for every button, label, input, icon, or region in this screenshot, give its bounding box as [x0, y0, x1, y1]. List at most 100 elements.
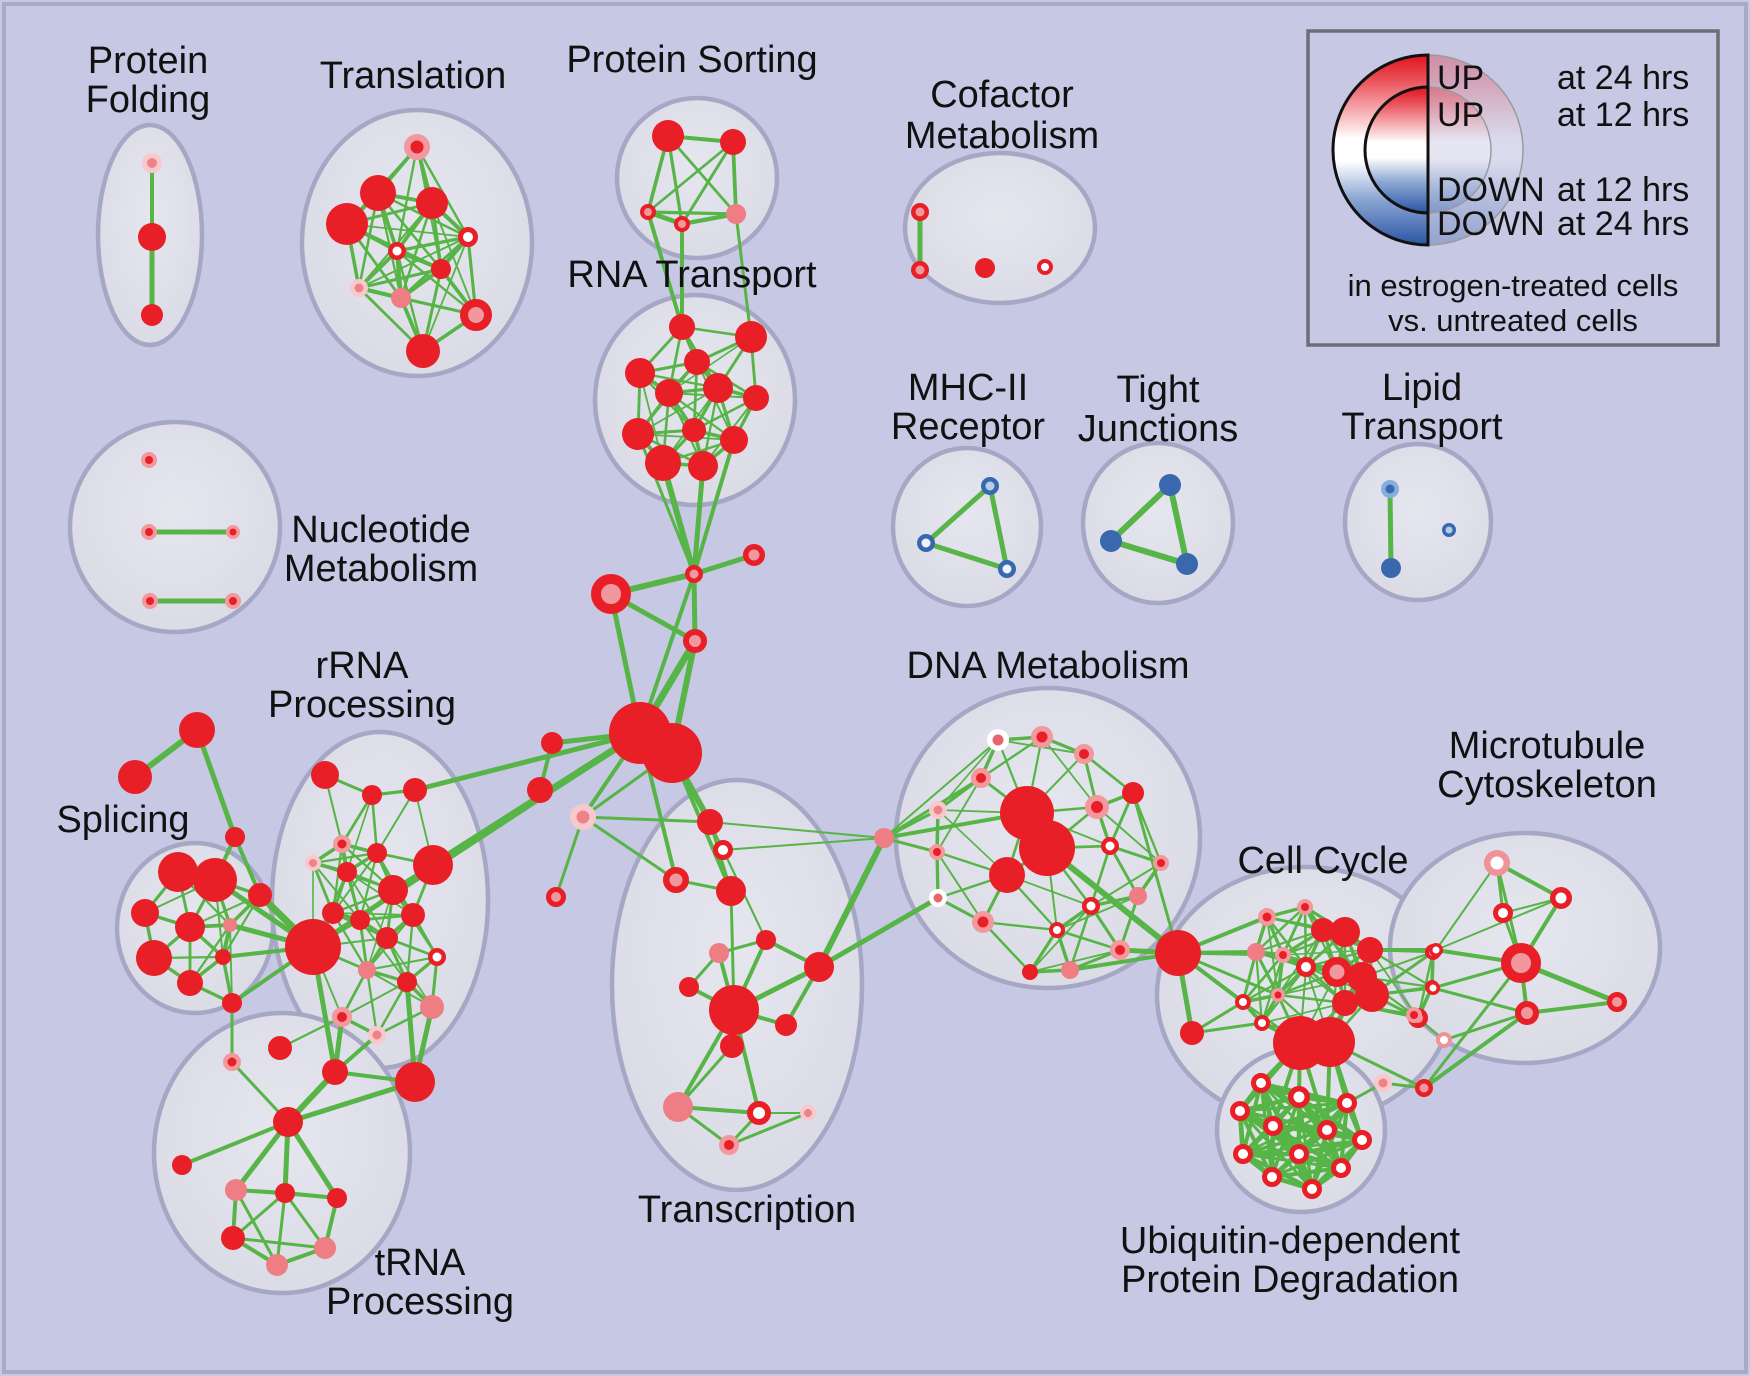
- interaction-edge[interactable]: [1241, 953, 1285, 1004]
- cross-cluster-edge[interactable]: [581, 815, 678, 882]
- gene-node[interactable]: [1297, 899, 1313, 915]
- gene-node[interactable]: [141, 524, 157, 540]
- interaction-edge[interactable]: [285, 1119, 340, 1201]
- gene-node[interactable]: [911, 261, 929, 279]
- interaction-edge[interactable]: [1241, 1128, 1329, 1156]
- interaction-edge[interactable]: [923, 483, 993, 546]
- interaction-edge[interactable]: [666, 134, 738, 216]
- gene-node[interactable]: [747, 1101, 771, 1125]
- gene-node[interactable]: [1110, 940, 1130, 960]
- interaction-edge[interactable]: [431, 202, 477, 316]
- gene-node[interactable]: [1262, 1167, 1282, 1187]
- gene-node[interactable]: [1082, 897, 1100, 915]
- interaction-edge[interactable]: [365, 968, 379, 1037]
- interaction-edge[interactable]: [1241, 965, 1308, 1004]
- interaction-edge[interactable]: [1369, 949, 1419, 1019]
- gene-node[interactable]: [989, 857, 1025, 893]
- gene-node[interactable]: [391, 288, 411, 308]
- interaction-edge[interactable]: [554, 815, 585, 899]
- interaction-edge[interactable]: [1435, 862, 1498, 951]
- gene-node[interactable]: [1153, 855, 1169, 871]
- gene-node[interactable]: [800, 1105, 816, 1121]
- gene-node[interactable]: [305, 855, 321, 871]
- gene-node[interactable]: [1493, 903, 1513, 923]
- gene-node[interactable]: [362, 785, 382, 805]
- interaction-edge[interactable]: [275, 1191, 287, 1267]
- gene-node[interactable]: [1085, 795, 1109, 819]
- gene-node[interactable]: [640, 204, 656, 220]
- interaction-edge[interactable]: [936, 851, 984, 923]
- interaction-edge[interactable]: [979, 735, 1044, 780]
- interaction-edge[interactable]: [1108, 482, 1173, 544]
- gene-node[interactable]: [337, 862, 357, 882]
- gene-node[interactable]: [663, 867, 689, 893]
- gene-node[interactable]: [1302, 1179, 1322, 1199]
- gene-node[interactable]: [378, 875, 408, 905]
- interaction-edge[interactable]: [422, 236, 469, 352]
- interaction-edge[interactable]: [1303, 905, 1308, 969]
- gene-node[interactable]: [1305, 1017, 1355, 1067]
- gene-node[interactable]: [735, 321, 767, 353]
- gene-node[interactable]: [874, 828, 894, 848]
- gene-node[interactable]: [703, 373, 733, 403]
- interaction-edge[interactable]: [1431, 986, 1529, 1015]
- gene-node[interactable]: [225, 827, 245, 847]
- gene-node[interactable]: [275, 1183, 295, 1203]
- gene-node[interactable]: [645, 445, 681, 481]
- interaction-edge[interactable]: [1281, 905, 1307, 957]
- gene-node[interactable]: [1288, 1086, 1310, 1108]
- gene-node[interactable]: [413, 845, 453, 885]
- gene-node[interactable]: [682, 418, 706, 442]
- gene-node[interactable]: [1235, 994, 1251, 1010]
- gene-node[interactable]: [1159, 474, 1181, 496]
- gene-node[interactable]: [975, 258, 995, 278]
- gene-node[interactable]: [460, 299, 492, 331]
- gene-node[interactable]: [138, 223, 166, 251]
- cross-cluster-edge[interactable]: [883, 739, 999, 839]
- gene-node[interactable]: [177, 970, 203, 996]
- gene-node[interactable]: [1074, 744, 1094, 764]
- gene-node[interactable]: [716, 876, 746, 906]
- gene-node[interactable]: [327, 1188, 347, 1208]
- gene-node[interactable]: [622, 418, 654, 450]
- interaction-edge[interactable]: [358, 236, 469, 289]
- gene-node[interactable]: [1122, 782, 1144, 804]
- gene-node[interactable]: [458, 227, 478, 247]
- gene-node[interactable]: [679, 977, 699, 997]
- gene-node[interactable]: [1019, 820, 1075, 876]
- gene-node[interactable]: [226, 525, 240, 539]
- gene-node[interactable]: [388, 242, 406, 260]
- gene-node[interactable]: [397, 972, 417, 992]
- gene-node[interactable]: [333, 835, 351, 853]
- gene-node[interactable]: [406, 334, 440, 368]
- gene-node[interactable]: [403, 778, 427, 802]
- gene-node[interactable]: [1289, 1144, 1309, 1164]
- gene-node[interactable]: [1501, 943, 1541, 983]
- gene-node[interactable]: [350, 910, 370, 930]
- gene-node[interactable]: [1426, 981, 1440, 995]
- gene-node[interactable]: [720, 426, 748, 454]
- gene-node[interactable]: [1429, 943, 1443, 957]
- interaction-edge[interactable]: [1282, 949, 1371, 956]
- interaction-edge[interactable]: [180, 1120, 290, 1167]
- gene-node[interactable]: [1550, 887, 1572, 909]
- gene-node[interactable]: [1031, 726, 1053, 748]
- gene-node[interactable]: [720, 1034, 744, 1058]
- interaction-edge[interactable]: [283, 1191, 327, 1250]
- gene-node[interactable]: [1155, 930, 1201, 976]
- interaction-edge[interactable]: [1261, 1002, 1346, 1024]
- interaction-edge[interactable]: [285, 1079, 418, 1125]
- interaction-edge[interactable]: [1029, 949, 1121, 973]
- gene-node[interactable]: [688, 451, 718, 481]
- gene-node[interactable]: [1607, 992, 1627, 1012]
- gene-node[interactable]: [314, 1237, 336, 1259]
- gene-node[interactable]: [1100, 530, 1122, 552]
- gene-node[interactable]: [1406, 1007, 1422, 1023]
- gene-node[interactable]: [1271, 988, 1285, 1002]
- interaction-edge[interactable]: [231, 1236, 327, 1250]
- gene-node[interactable]: [175, 912, 205, 942]
- gene-node[interactable]: [1247, 943, 1265, 961]
- cross-cluster-edge[interactable]: [722, 837, 885, 851]
- gene-node[interactable]: [404, 134, 430, 160]
- gene-node[interactable]: [987, 729, 1009, 751]
